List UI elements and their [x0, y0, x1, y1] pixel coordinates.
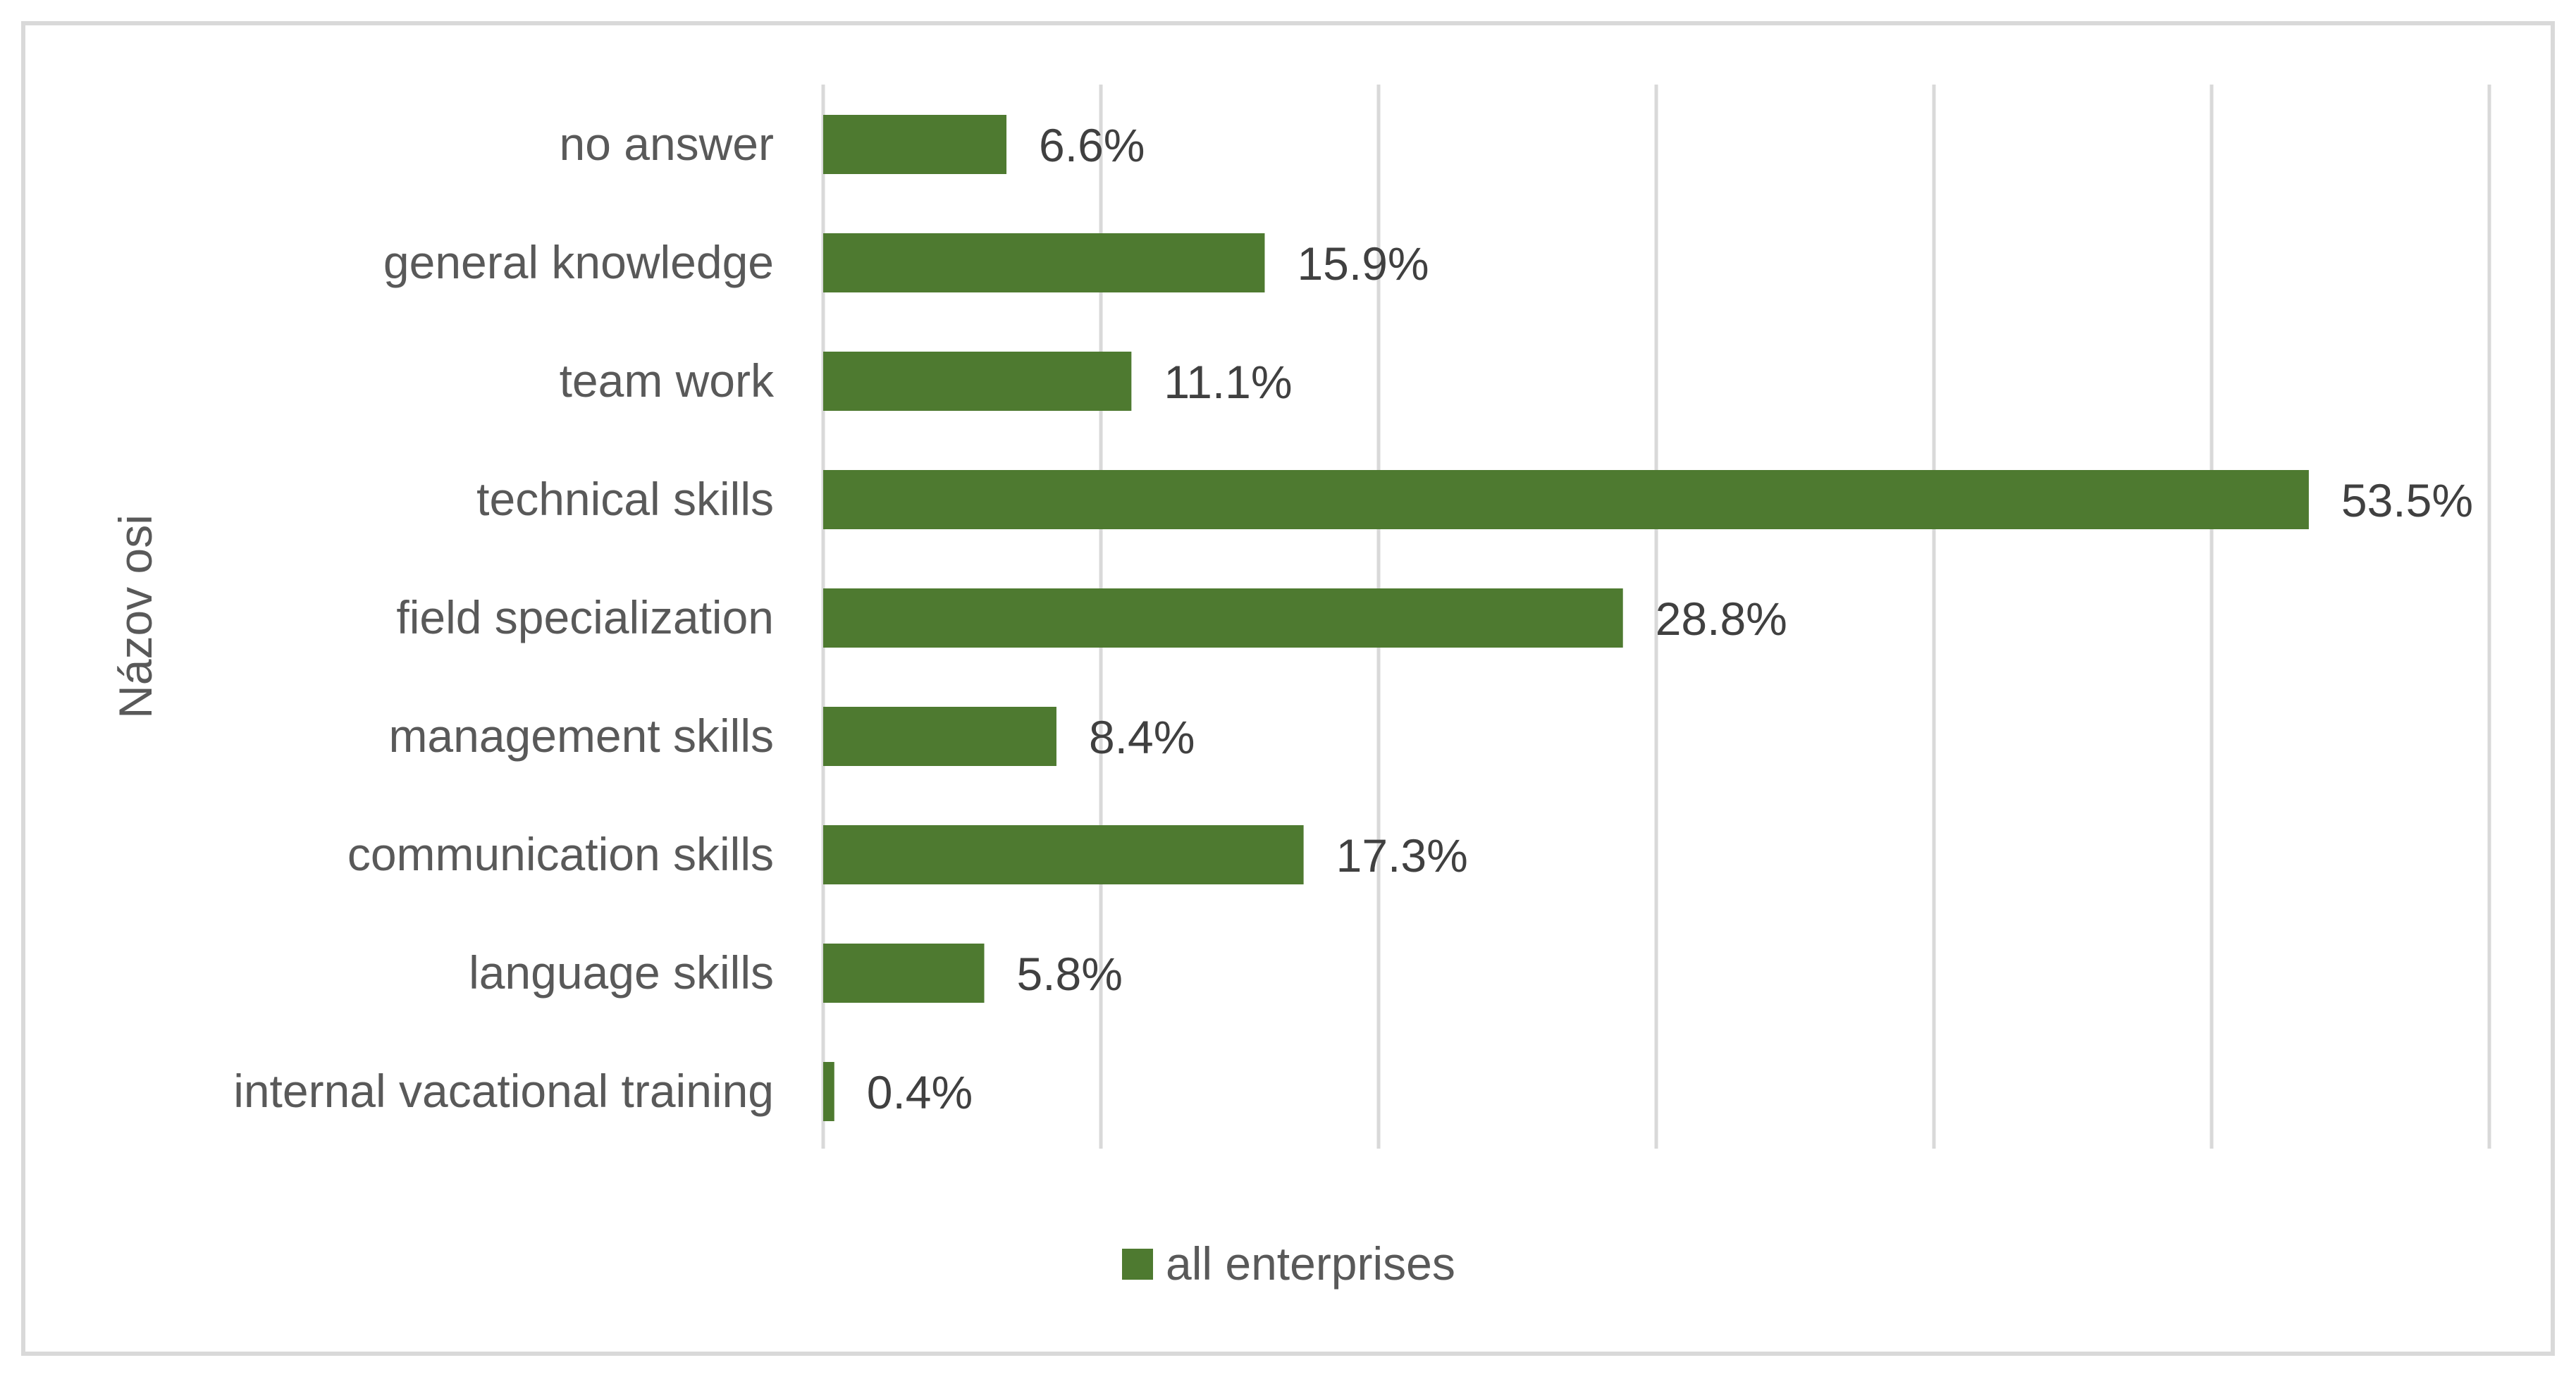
bar — [823, 1062, 834, 1121]
legend-label: all enterprises — [1166, 1237, 1455, 1290]
bar — [823, 115, 1007, 174]
bar — [823, 352, 1132, 411]
bar — [823, 944, 985, 1003]
bar — [823, 470, 2309, 529]
category-label: internal vacational training — [233, 1065, 774, 1117]
category-label: language skills — [469, 946, 774, 999]
bars — [823, 115, 2309, 1121]
category-label: technical skills — [476, 473, 774, 525]
bar — [823, 588, 1623, 648]
category-label: team work — [560, 354, 775, 407]
y-axis-title: Názov osi — [109, 514, 161, 719]
category-labels: no answer general knowledge team work techn… — [233, 118, 775, 1117]
legend: all enterprises — [1122, 1237, 1455, 1290]
data-label: 53.5% — [2341, 474, 2473, 526]
chart-frame — [21, 21, 2555, 1356]
bar — [823, 825, 1304, 884]
category-label: field specialization — [396, 591, 774, 643]
data-labels: 6.6% 15.9% 11.1% 53.5% 28.8% 8.4% 17.3% 5.8% 0.4… — [867, 119, 2473, 1118]
data-label: 17.3% — [1336, 829, 1468, 882]
category-label: communication skills — [347, 828, 774, 880]
data-label: 5.8% — [1017, 948, 1123, 1000]
category-label: no answer — [559, 118, 774, 170]
legend-swatch — [1122, 1249, 1153, 1280]
data-label: 15.9% — [1297, 237, 1429, 290]
category-label: management skills — [388, 710, 774, 762]
data-label: 0.4% — [867, 1066, 973, 1118]
data-label: 11.1% — [1164, 356, 1292, 408]
data-label: 28.8% — [1656, 593, 1787, 645]
bar — [823, 233, 1265, 292]
bar — [823, 707, 1056, 766]
category-label: general knowledge — [383, 236, 774, 288]
data-label: 6.6% — [1039, 119, 1145, 171]
data-label: 8.4% — [1089, 711, 1195, 763]
